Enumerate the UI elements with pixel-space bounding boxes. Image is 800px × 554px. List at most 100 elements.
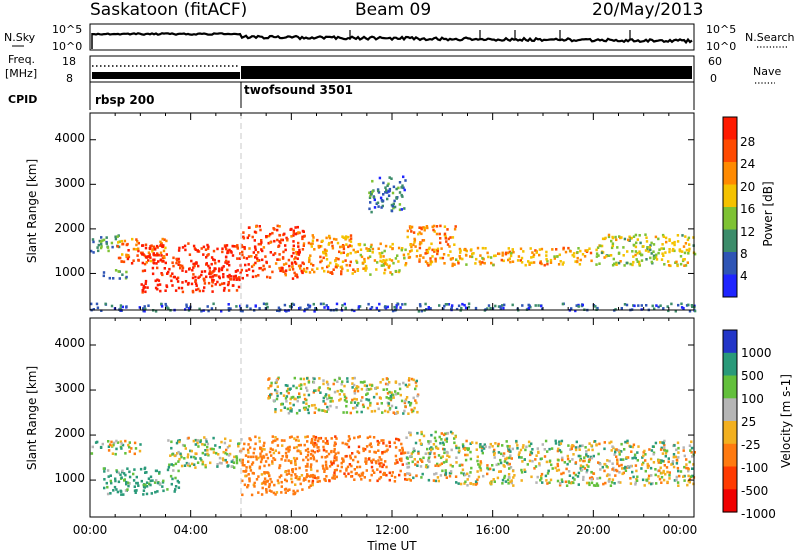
- echo-cell: [362, 261, 365, 265]
- echo-cell: [539, 261, 542, 265]
- echo-cell: [365, 388, 369, 392]
- echo-cell: [427, 478, 431, 482]
- echo-cell: [192, 244, 196, 248]
- echo-cell: [495, 463, 498, 467]
- echo-cell: [296, 489, 299, 493]
- echo-cell: [593, 440, 597, 443]
- echo-cell: [144, 307, 147, 311]
- echo-cell: [226, 251, 229, 255]
- echo-cell: [110, 444, 114, 447]
- echo-cell: [569, 481, 573, 485]
- echo-cell: [243, 442, 246, 446]
- echo-cell: [466, 453, 469, 457]
- echo-cell: [626, 441, 629, 445]
- echo-cell: [250, 493, 254, 497]
- echo-cell: [684, 235, 687, 238]
- echo-cell: [436, 249, 439, 253]
- echo-cell: [686, 261, 689, 264]
- echo-cell: [611, 244, 614, 248]
- echo-cell: [493, 448, 496, 452]
- echo-cell: [357, 435, 360, 439]
- echo-cell: [575, 440, 578, 444]
- echo-cell: [120, 493, 123, 496]
- echo-cell: [538, 462, 541, 465]
- echo-cell: [375, 461, 378, 465]
- echo-cell: [339, 389, 343, 392]
- echo-cell: [611, 235, 614, 239]
- echo-cell: [551, 248, 554, 251]
- echo-cell: [304, 406, 307, 410]
- echo-cell: [378, 477, 381, 481]
- echo-cell: [661, 441, 664, 444]
- echo-cell: [259, 266, 263, 270]
- freq-right-tick-bottom: 0: [710, 72, 717, 85]
- echo-cell: [460, 471, 463, 475]
- echo-cell: [653, 307, 656, 311]
- echo-cell: [257, 251, 260, 254]
- echo-cell: [385, 465, 388, 469]
- echo-cell: [477, 475, 481, 479]
- echo-cell: [333, 477, 336, 480]
- echo-cell: [211, 278, 214, 282]
- echo-cell: [280, 458, 283, 461]
- echo-cell: [526, 463, 529, 466]
- echo-cell: [568, 481, 571, 484]
- echo-cell: [677, 484, 680, 487]
- echo-cell: [135, 248, 138, 251]
- echo-cell: [269, 477, 272, 481]
- echo-cell: [280, 402, 284, 406]
- echo-cell: [378, 252, 381, 255]
- echo-cell: [438, 232, 441, 236]
- echo-cell: [577, 445, 580, 449]
- echo-cell: [429, 448, 433, 451]
- echo-cell: [287, 450, 290, 453]
- echo-cell: [224, 259, 228, 263]
- echo-cell: [335, 468, 338, 472]
- echo-cell: [629, 477, 632, 480]
- echo-cell: [448, 474, 452, 478]
- echo-cell: [408, 431, 411, 434]
- echo-cell: [626, 439, 629, 443]
- echo-cell: [365, 267, 368, 270]
- echo-cell: [350, 470, 353, 474]
- echo-cell: [663, 449, 666, 452]
- echo-cell: [620, 450, 623, 453]
- echo-cell: [203, 436, 206, 439]
- echo-cell: [451, 236, 455, 239]
- echo-cell: [124, 439, 127, 443]
- echo-cell: [588, 442, 591, 445]
- echo-cell: [258, 440, 261, 443]
- echo-cell: [439, 456, 443, 460]
- echo-cell: [339, 469, 342, 473]
- echo-cell: [400, 193, 403, 197]
- echo-cell: [577, 247, 580, 250]
- echo-cell: [289, 387, 292, 390]
- echo-cell: [375, 306, 378, 310]
- echo-cell: [386, 305, 389, 309]
- echo-cell: [234, 276, 238, 279]
- echo-cell: [211, 281, 214, 284]
- echo-cell: [287, 472, 291, 475]
- echo-cell: [297, 241, 300, 245]
- echo-cell: [356, 404, 359, 407]
- echo-cell: [271, 441, 274, 444]
- echo-cell: [379, 254, 382, 258]
- echo-cell: [408, 472, 411, 475]
- echo-cell: [459, 482, 463, 486]
- echo-cell: [258, 465, 262, 469]
- echo-cell: [292, 231, 295, 235]
- echo-cell: [110, 440, 113, 444]
- echo-cell: [377, 443, 380, 446]
- echo-cell: [431, 248, 434, 252]
- echo-cell: [506, 478, 510, 482]
- echo-cell: [195, 284, 198, 287]
- echo-cell: [556, 449, 560, 453]
- echo-cell: [625, 456, 628, 459]
- echo-cell: [335, 263, 338, 266]
- echo-cell: [119, 473, 122, 477]
- echo-cell: [661, 252, 664, 255]
- echo-cell: [271, 435, 274, 438]
- echo-cell: [651, 445, 655, 448]
- echo-cell: [588, 247, 591, 250]
- echo-cell: [147, 304, 150, 307]
